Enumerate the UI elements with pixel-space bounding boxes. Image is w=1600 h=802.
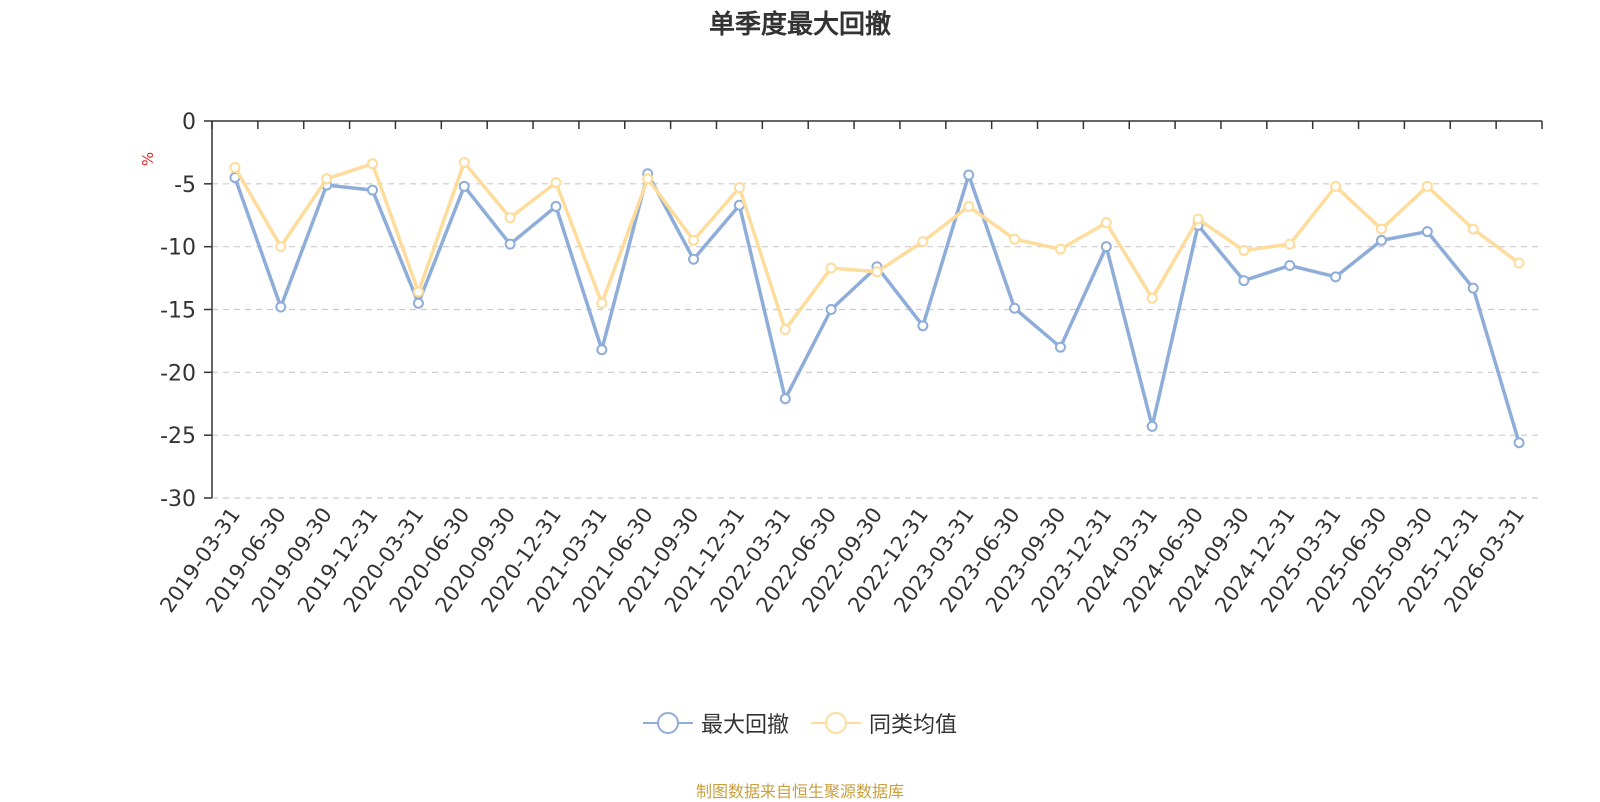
chart-title: 单季度最大回撤 xyxy=(708,10,891,40)
data-point[interactable] xyxy=(458,156,470,168)
data-point[interactable] xyxy=(825,262,837,274)
y-tick-label: -15 xyxy=(160,299,196,324)
data-point[interactable] xyxy=(1238,244,1250,256)
data-point[interactable] xyxy=(779,393,791,405)
y-tick-label: -20 xyxy=(160,361,196,386)
data-point[interactable] xyxy=(1054,341,1066,353)
data-point[interactable] xyxy=(229,161,241,173)
source-note: 制图数据来自恒生聚源数据库 xyxy=(695,782,904,801)
data-point[interactable] xyxy=(1467,282,1479,294)
data-point[interactable] xyxy=(1513,257,1525,269)
data-point[interactable] xyxy=(367,184,379,196)
data-point[interactable] xyxy=(367,158,379,170)
y-tick-label: -25 xyxy=(160,424,196,449)
data-point[interactable] xyxy=(733,182,745,194)
legend-label-series-1: 最大回撤 xyxy=(700,713,789,738)
data-point[interactable] xyxy=(871,266,883,278)
data-point[interactable] xyxy=(550,200,562,212)
data-point[interactable] xyxy=(917,236,929,248)
data-point[interactable] xyxy=(275,301,287,313)
data-point[interactable] xyxy=(504,238,516,250)
series-line xyxy=(233,172,1521,444)
data-point[interactable] xyxy=(917,320,929,332)
series-line xyxy=(233,160,1521,332)
series-2 xyxy=(229,156,1525,336)
legend-item-series-1[interactable]: 最大回撤 xyxy=(642,707,789,739)
data-point[interactable] xyxy=(1467,223,1479,235)
data-point[interactable] xyxy=(412,297,424,309)
data-point[interactable] xyxy=(321,173,333,185)
legend-label-series-2: 同类均值 xyxy=(869,713,958,738)
y-tick-label: -5 xyxy=(174,173,196,198)
line-chart: 0 -5 -10 -15 -20 -25 -30 2019-03-312019-06-302… xyxy=(155,110,1543,617)
data-point[interactable] xyxy=(1513,437,1525,449)
data-point[interactable] xyxy=(1100,217,1112,229)
data-point[interactable] xyxy=(963,169,975,181)
gridlines xyxy=(212,183,1542,499)
y-tick-label: 0 xyxy=(182,110,196,135)
data-point[interactable] xyxy=(1009,233,1021,245)
data-point[interactable] xyxy=(458,180,470,192)
data-point[interactable] xyxy=(504,212,516,224)
data-point[interactable] xyxy=(1421,226,1433,238)
data-point[interactable] xyxy=(825,304,837,315)
legend-marker-series-1 xyxy=(642,712,693,734)
data-point[interactable] xyxy=(963,200,975,212)
data-point[interactable] xyxy=(1009,302,1021,314)
data-point[interactable] xyxy=(688,253,700,265)
data-point[interactable] xyxy=(1054,243,1066,255)
data-point[interactable] xyxy=(1284,238,1296,250)
y-tick-label: -30 xyxy=(160,487,196,512)
data-point[interactable] xyxy=(275,241,287,253)
data-point[interactable] xyxy=(1146,420,1158,432)
data-point[interactable] xyxy=(779,324,791,336)
data-point[interactable] xyxy=(412,286,424,298)
data-point[interactable] xyxy=(1100,241,1112,253)
legend-marker-series-2 xyxy=(811,712,861,734)
legend: 最大回撤 同类均值 xyxy=(0,707,1600,739)
data-point[interactable] xyxy=(596,344,608,356)
legend-item-series-2[interactable]: 同类均值 xyxy=(811,707,957,739)
data-point[interactable] xyxy=(642,173,654,185)
data-point[interactable] xyxy=(1421,180,1433,192)
series-layer xyxy=(229,156,1525,449)
data-point[interactable] xyxy=(550,177,562,189)
series-1 xyxy=(229,168,1525,449)
data-point[interactable] xyxy=(1284,260,1296,272)
y-axis: 0 -5 -10 -15 -20 -25 -30 xyxy=(160,110,213,512)
data-point[interactable] xyxy=(596,297,608,309)
data-point[interactable] xyxy=(1375,234,1387,246)
data-point[interactable] xyxy=(1330,180,1342,192)
data-point[interactable] xyxy=(1146,292,1158,304)
data-point[interactable] xyxy=(1238,275,1250,287)
data-point[interactable] xyxy=(1375,223,1387,235)
x-axis: 2019-03-312019-06-302019-09-302019-12-31… xyxy=(155,120,1543,617)
data-point[interactable] xyxy=(688,234,700,246)
y-tick-label: -10 xyxy=(160,236,196,261)
data-point[interactable] xyxy=(1330,271,1342,283)
data-point[interactable] xyxy=(1192,213,1204,225)
